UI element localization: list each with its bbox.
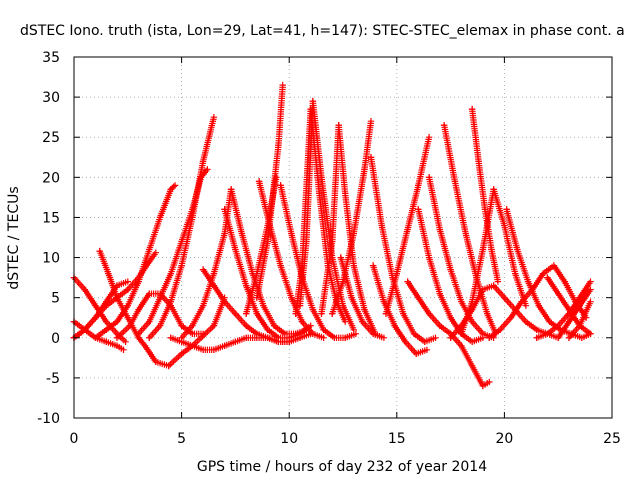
- y-tick-label: 10: [42, 251, 60, 267]
- series-marker-trail: [458, 186, 529, 337]
- series-marker-trail: [292, 105, 348, 323]
- y-tick-label: -10: [37, 411, 60, 427]
- data-series-27: [425, 174, 497, 341]
- x-tick-label: 10: [280, 431, 298, 447]
- data-series-25: [382, 134, 433, 317]
- y-tick-label: 25: [42, 130, 60, 146]
- series-marker-trail: [382, 136, 432, 317]
- x-tick-label: 15: [388, 431, 406, 447]
- series-marker-trail: [565, 300, 593, 341]
- chart-title: dSTEC Iono. truth (ista, Lon=29, Lat=41,…: [20, 23, 625, 39]
- series-marker-trail: [146, 116, 217, 341]
- data-series-19: [292, 105, 349, 325]
- data-marks: [70, 81, 594, 390]
- series-marker-trail: [92, 183, 177, 341]
- data-series-16: [255, 178, 327, 341]
- data-series-28: [440, 122, 499, 337]
- x-tick-label: 20: [495, 431, 513, 447]
- series-marker-trail: [199, 266, 291, 345]
- series-marker-trail: [318, 122, 378, 335]
- data-series-38: [565, 298, 594, 341]
- x-tick-label: 25: [603, 431, 621, 447]
- data-series-22: [337, 254, 388, 341]
- series-marker-trail: [367, 154, 437, 345]
- data-series-23: [367, 154, 439, 345]
- series-marker-trail: [425, 174, 495, 341]
- y-tick-label: 0: [51, 331, 60, 347]
- data-series-37: [555, 286, 594, 341]
- y-tick-label: 35: [42, 50, 60, 66]
- y-tick-label: -5: [46, 371, 60, 387]
- axis-ticks: 0 5 10 15 20 25 -10 -5 0 5 10 15 20 25 30 35: [37, 50, 621, 447]
- data-series-14: [253, 81, 286, 301]
- data-series-13: [227, 186, 310, 337]
- data-series-32: [458, 186, 530, 337]
- series-marker-trail: [440, 122, 499, 335]
- data-series-29: [404, 278, 493, 390]
- y-tick-label: 20: [42, 170, 60, 186]
- x-axis-label: GPS time / hours of day 232 of year 2014: [197, 459, 487, 475]
- plot-frame: [73, 56, 613, 419]
- series-marker-trail: [415, 206, 484, 345]
- x-tick-label: 0: [70, 431, 79, 447]
- data-series-2: [96, 247, 228, 370]
- y-tick-label: 5: [51, 291, 60, 307]
- data-series-8: [146, 114, 218, 341]
- y-axis-label: dSTEC / TECUs: [6, 186, 22, 289]
- data-series-11: [199, 266, 293, 345]
- y-tick-label: 15: [42, 210, 60, 226]
- series-marker-trail: [555, 288, 593, 341]
- y-tick-label: 30: [42, 90, 60, 106]
- x-tick-label: 5: [177, 431, 186, 447]
- data-series-5: [92, 182, 179, 341]
- series-marker-trail: [337, 254, 385, 341]
